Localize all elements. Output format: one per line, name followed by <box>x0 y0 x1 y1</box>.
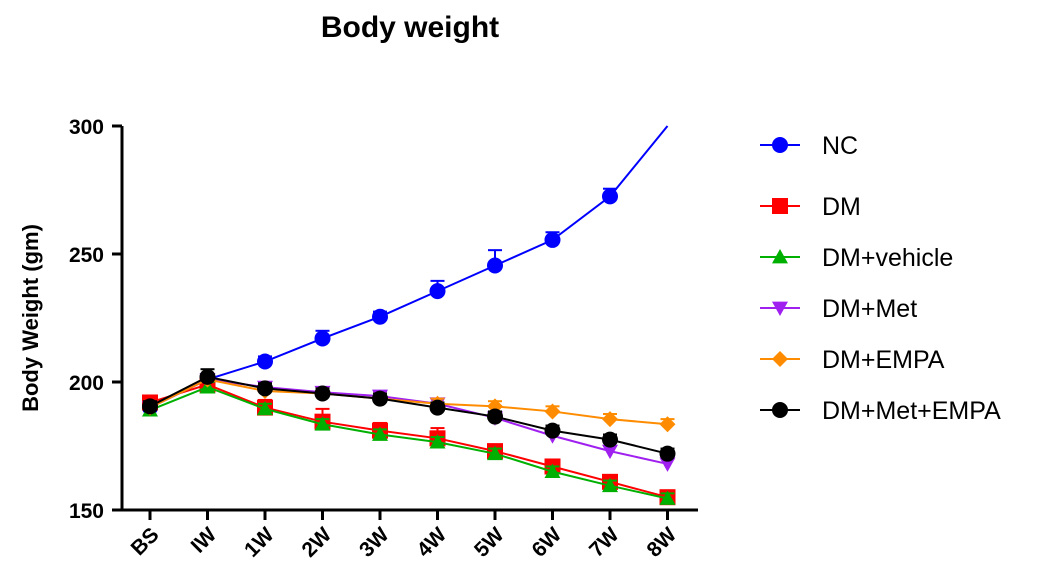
x-tick-label: 8W <box>642 523 681 562</box>
x-tick-label: 5W <box>470 523 509 562</box>
series-line <box>149 378 668 426</box>
y-axis-label: Body Weight (gm) <box>18 224 43 412</box>
legend-label: DM+Met+EMPA <box>822 397 1001 425</box>
legend-item: DM+EMPA <box>760 346 945 374</box>
legend-marker <box>772 249 788 264</box>
plot-area: 150 200 250 300 BS IW 1W 2W 3W 4W 5W 6W 7W 8W <box>69 116 698 562</box>
y-tick-label: 300 <box>69 116 104 139</box>
x-tick-label: 6W <box>527 523 566 562</box>
series-line <box>149 386 668 500</box>
legend-marker <box>772 137 788 153</box>
series-layer <box>142 125 676 506</box>
data-point <box>659 445 676 462</box>
series-dm-vehicle <box>142 379 676 505</box>
legend-marker <box>772 301 788 316</box>
x-ticks: BS IW 1W 2W 3W 4W 5W 6W 7W 8W <box>127 510 681 562</box>
data-point <box>372 426 388 441</box>
data-point <box>314 385 331 402</box>
x-tick-label: 3W <box>355 523 394 562</box>
legend-label: DM+EMPA <box>822 346 945 374</box>
legend-item: DM+Met+EMPA <box>760 397 1001 425</box>
data-point <box>544 463 561 478</box>
x-tick-label: 4W <box>412 523 451 562</box>
data-point <box>544 231 561 248</box>
data-point <box>257 400 273 416</box>
data-point <box>429 434 446 449</box>
data-point <box>314 330 331 347</box>
data-point <box>487 445 503 461</box>
data-point <box>372 308 388 325</box>
legend-label: NC <box>822 132 858 160</box>
data-point <box>659 416 676 433</box>
x-tick-label: BS <box>127 523 164 560</box>
data-point <box>602 188 618 205</box>
legend-item: DM+Met <box>760 295 917 323</box>
y-tick-label: 150 <box>69 500 104 523</box>
data-point <box>659 490 676 505</box>
series-dm-met <box>142 373 676 472</box>
series-line <box>149 375 668 455</box>
x-tick-label: IW <box>187 523 222 558</box>
legend-marker <box>772 351 788 367</box>
legend-label: DM+vehicle <box>822 244 953 272</box>
series-nc <box>142 125 669 416</box>
data-point <box>257 380 273 397</box>
legend: NC DM DM+vehicle DM+Met DM+EMPA DM+Met+EMPA <box>760 132 1001 425</box>
data-point <box>142 398 158 415</box>
series-line <box>149 125 669 409</box>
data-point <box>544 422 561 439</box>
data-point <box>429 283 446 300</box>
data-point <box>544 403 561 420</box>
data-point <box>487 408 503 425</box>
legend-marker <box>772 402 788 418</box>
series-line <box>149 383 668 499</box>
series-dm <box>142 376 676 506</box>
legend-marker <box>772 198 788 214</box>
y-tick-label: 200 <box>69 372 104 395</box>
data-point <box>602 431 618 448</box>
data-point <box>602 411 618 428</box>
legend-label: DM+Met <box>822 295 917 323</box>
x-tick-label: 7W <box>585 523 624 562</box>
data-point <box>602 477 618 493</box>
x-tick-label: 2W <box>297 523 336 562</box>
data-point <box>487 257 503 274</box>
legend-item: DM+vehicle <box>760 244 953 272</box>
x-tick-label: 1W <box>240 523 279 562</box>
y-ticks: 150 200 250 300 <box>69 116 122 523</box>
chart-title: Body weight <box>321 11 499 44</box>
data-point <box>659 457 676 472</box>
data-point <box>257 353 273 370</box>
y-tick-label: 250 <box>69 244 104 267</box>
series-dm-met-empa <box>142 368 676 462</box>
legend-item: DM <box>760 193 861 221</box>
legend-label: DM <box>822 193 861 221</box>
data-point <box>429 399 446 416</box>
data-point <box>602 444 618 460</box>
data-point <box>372 390 388 407</box>
data-point <box>314 416 331 431</box>
legend-item: NC <box>760 132 858 160</box>
data-point <box>199 368 216 385</box>
